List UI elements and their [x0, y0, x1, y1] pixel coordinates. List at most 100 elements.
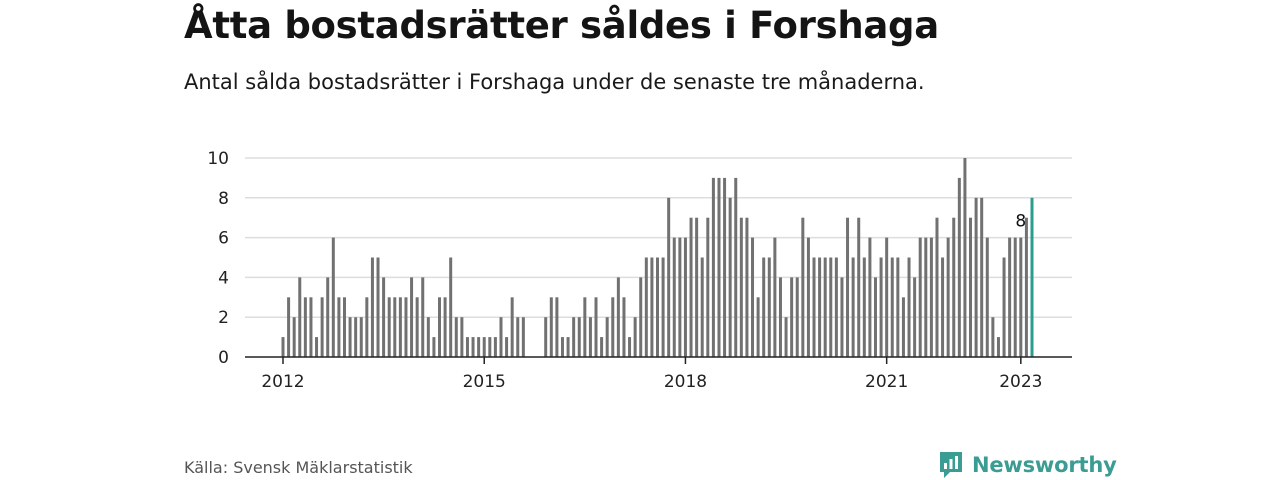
bar	[985, 237, 989, 357]
bar	[605, 317, 609, 357]
x-tick-label: 2023	[999, 372, 1042, 392]
brand-logo[interactable]: Newsworthy	[938, 450, 1117, 480]
bar	[432, 337, 436, 357]
bar	[890, 257, 894, 357]
bar	[834, 257, 838, 357]
bar	[868, 237, 872, 357]
bar	[493, 337, 497, 357]
y-tick-label: 8	[218, 189, 229, 209]
bar	[656, 257, 659, 357]
bar	[683, 237, 687, 357]
bar	[734, 177, 738, 357]
bar	[823, 257, 827, 357]
bar	[482, 337, 486, 357]
bar	[555, 297, 559, 357]
bar	[644, 257, 648, 357]
bar	[711, 177, 715, 357]
bar	[516, 317, 520, 357]
bar	[706, 217, 710, 357]
annotations: 8	[1015, 212, 1026, 232]
bar	[728, 197, 732, 357]
chart-title: Åtta bostadsrätter såldes i Forshaga	[184, 4, 939, 47]
x-tick-label: 2015	[463, 372, 506, 392]
bar	[354, 317, 358, 357]
bar	[454, 317, 458, 357]
bar	[969, 217, 973, 357]
bar	[510, 297, 514, 357]
newsworthy-logo-icon	[940, 452, 962, 478]
bar	[661, 257, 665, 357]
bar	[767, 257, 771, 357]
bar	[398, 297, 402, 357]
bar	[449, 257, 453, 357]
bar	[773, 237, 777, 357]
y-axis-ticks: 0 2 4 6 8 10	[207, 149, 229, 368]
bar	[588, 317, 592, 357]
bar	[549, 297, 553, 357]
bar	[963, 158, 967, 357]
bar	[488, 337, 492, 357]
x-axis-ticks: 2012 2015 2018 2021 2023	[261, 357, 1042, 392]
source-note: Källa: Svensk Mäklarstatistik	[184, 458, 413, 477]
bar	[309, 297, 313, 357]
bar	[303, 297, 307, 357]
bar	[762, 257, 766, 357]
bar	[695, 217, 699, 357]
bar	[873, 277, 877, 357]
bar	[717, 177, 721, 357]
bar	[393, 297, 397, 357]
bar	[331, 237, 335, 357]
bar	[438, 297, 442, 357]
bar	[337, 297, 341, 357]
bar	[382, 277, 386, 357]
bar	[913, 277, 917, 357]
bar	[387, 297, 391, 357]
bar	[723, 177, 727, 357]
bar	[376, 257, 380, 357]
x-tick-label: 2012	[261, 372, 304, 392]
bar	[924, 237, 928, 357]
bar	[745, 217, 749, 357]
bar	[616, 277, 620, 357]
bar	[315, 337, 319, 357]
bar	[795, 277, 799, 357]
bar	[1019, 237, 1023, 357]
bar	[611, 297, 615, 357]
bar	[298, 277, 302, 357]
bar	[840, 277, 844, 357]
bar	[650, 257, 654, 357]
bar	[577, 317, 581, 357]
bar	[678, 237, 682, 357]
bar	[583, 297, 587, 357]
bar	[907, 257, 911, 357]
bar	[566, 337, 570, 357]
bar	[829, 257, 833, 357]
bar	[974, 197, 978, 357]
bar	[806, 237, 810, 357]
bar	[935, 217, 939, 357]
bar	[639, 277, 643, 357]
bar	[857, 217, 861, 357]
bar	[628, 337, 632, 357]
data-label: 8	[1015, 212, 1026, 232]
bar	[465, 337, 469, 357]
bar	[544, 317, 548, 357]
bar	[801, 217, 805, 357]
bar	[667, 197, 671, 357]
x-tick-label: 2021	[865, 372, 908, 392]
bar	[572, 317, 576, 357]
y-tick-label: 4	[218, 268, 229, 288]
bar	[672, 237, 676, 357]
bar	[443, 297, 447, 357]
bar	[287, 297, 291, 357]
bar	[946, 237, 950, 357]
bar	[996, 337, 1000, 357]
bar	[885, 237, 889, 357]
bar	[778, 277, 782, 357]
bar	[370, 257, 374, 357]
bar	[689, 217, 693, 357]
bar	[415, 297, 419, 357]
bar	[1013, 237, 1017, 357]
bar	[756, 297, 760, 357]
